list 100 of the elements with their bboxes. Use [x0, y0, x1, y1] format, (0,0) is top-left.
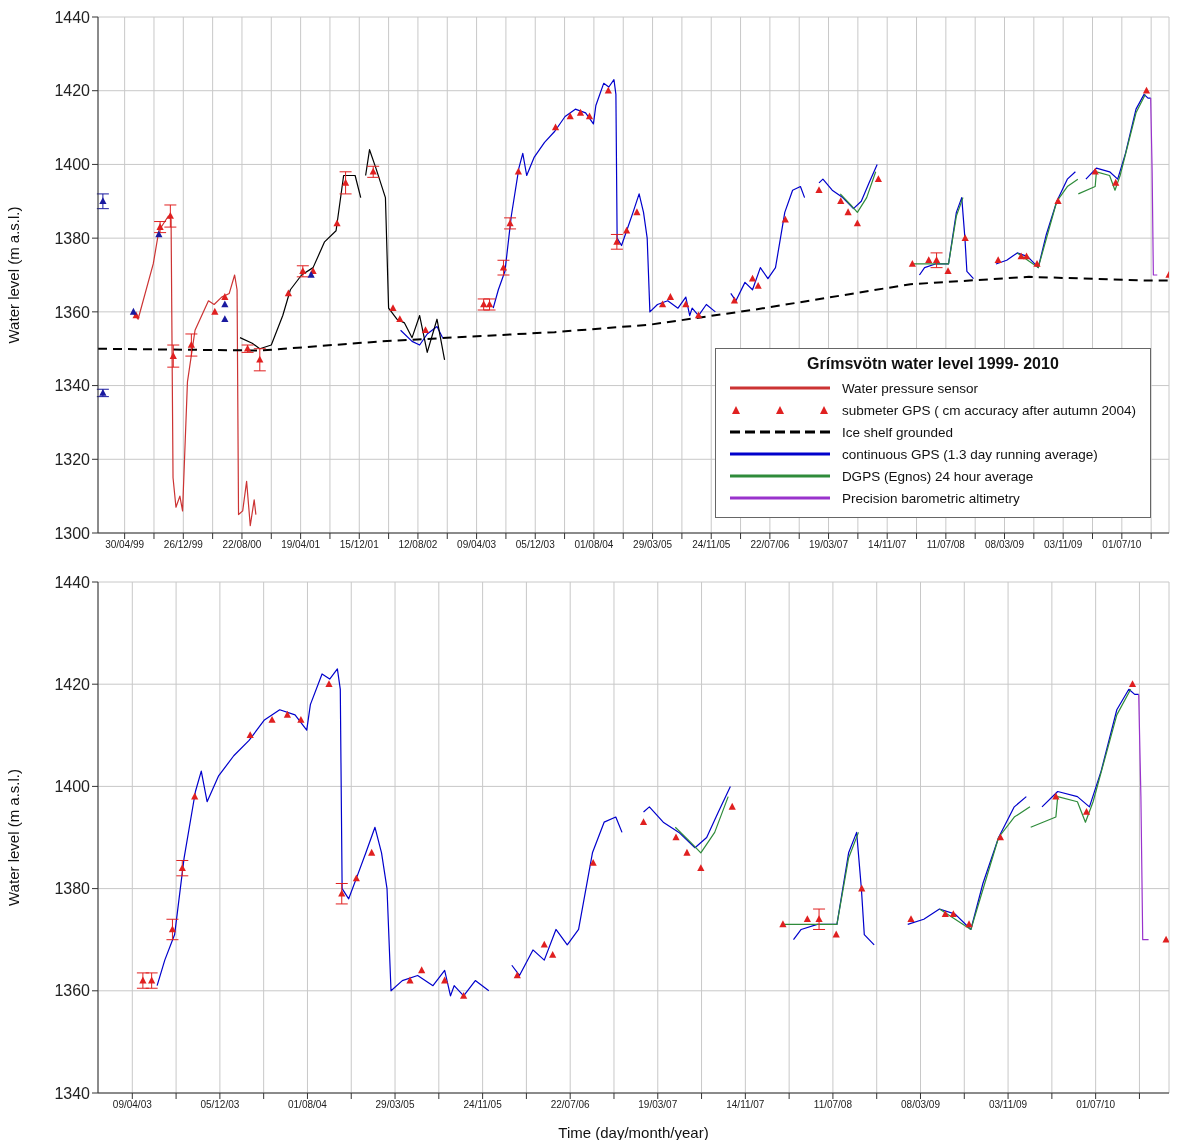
point — [965, 920, 973, 928]
point — [418, 966, 426, 974]
point — [874, 175, 882, 182]
point — [932, 256, 941, 264]
x-tick-label: 08/03/09 — [901, 1099, 941, 1111]
point — [243, 344, 252, 352]
point — [853, 219, 861, 227]
x-tick-label: 03/11/09 — [1044, 539, 1083, 551]
point — [925, 256, 933, 264]
legend-label: Precision barometric altimetry — [841, 490, 1020, 506]
x-tick-label: 19/04/01 — [281, 539, 321, 551]
y-tick-label: 1300 — [54, 524, 91, 542]
x-tick-label: 22/08/00 — [222, 539, 262, 551]
point — [283, 710, 291, 718]
legend-label: Ice shelf grounded — [841, 424, 953, 440]
point — [815, 915, 823, 923]
point — [754, 282, 762, 289]
point — [156, 223, 164, 230]
y-tick-label: 1380 — [54, 229, 91, 247]
point — [352, 874, 360, 882]
point — [694, 311, 703, 319]
point — [1082, 807, 1091, 815]
point — [1022, 252, 1031, 260]
x-tick-label: 09/04/03 — [457, 539, 497, 551]
point — [221, 293, 229, 300]
point — [672, 833, 680, 841]
point — [211, 307, 219, 315]
point — [604, 86, 612, 94]
y-tick-label: 1340 — [54, 377, 91, 395]
point — [333, 219, 341, 227]
point — [221, 315, 229, 323]
point — [338, 889, 346, 897]
x-tick-label: 14/11/07 — [868, 539, 907, 551]
point — [613, 237, 621, 245]
point — [460, 991, 468, 999]
x-tick-label: 12/08/02 — [398, 539, 438, 551]
x-tick-label: 29/03/05 — [633, 539, 673, 551]
point — [99, 197, 107, 205]
point — [406, 976, 414, 984]
point — [1128, 680, 1137, 687]
point — [941, 910, 949, 917]
x-tick-label: 11/07/08 — [813, 1099, 853, 1111]
point — [297, 715, 305, 723]
legend-label: continuous GPS (1.3 day running average) — [841, 446, 1098, 462]
x-tick-label: 08/03/09 — [985, 539, 1025, 551]
x-tick-label: 26/12/99 — [163, 539, 204, 551]
x-tick-label: 15/12/01 — [339, 539, 380, 551]
x-tick-label: 03/11/09 — [988, 1099, 1028, 1111]
point — [781, 215, 789, 223]
point — [499, 263, 508, 271]
point — [697, 864, 705, 871]
y-tick-label: 1440 — [54, 573, 91, 591]
point — [1091, 167, 1099, 175]
x-tick-label: 01/08/04 — [287, 1099, 328, 1111]
point — [585, 112, 594, 120]
point — [748, 274, 757, 282]
x-tick-label: 24/11/05 — [463, 1099, 503, 1111]
legend-label: Water pressure sensor — [841, 380, 978, 396]
y-tick-label: 1400 — [54, 778, 91, 796]
legend-label: DGPS (Egnos) 24 hour average — [841, 468, 1034, 484]
x-tick-label: 19/03/07 — [638, 1099, 678, 1111]
point — [246, 731, 254, 739]
point — [178, 864, 186, 871]
point — [633, 208, 641, 216]
x-tick-label: 14/11/07 — [726, 1099, 765, 1111]
point — [576, 108, 585, 116]
point — [396, 315, 404, 323]
y-tick-label: 1400 — [54, 156, 91, 174]
x-tick-label: 11/07/08 — [926, 539, 966, 551]
x-tick-label: 05/12/03 — [515, 539, 556, 551]
x-tick-label: 22/07/06 — [750, 539, 790, 551]
point — [803, 915, 811, 923]
point — [907, 915, 915, 923]
legend-title: Grímsvötn water level 1999- 2010 — [806, 355, 1060, 373]
point — [307, 271, 315, 278]
point — [961, 234, 969, 241]
y-axis-title: Water level (m a.s.l.) — [5, 769, 23, 906]
point — [268, 715, 276, 723]
point — [1162, 935, 1169, 943]
x-tick-label: 29/03/05 — [375, 1099, 415, 1111]
point — [944, 267, 952, 275]
point — [844, 208, 852, 216]
point — [368, 848, 376, 856]
x-tick-label: 19/03/07 — [809, 539, 849, 551]
point — [994, 256, 1002, 264]
point — [549, 951, 557, 958]
legend-label: submeter GPS ( cm accuracy after autumn 2004) — [841, 402, 1136, 418]
point — [341, 178, 350, 186]
x-tick-label: 01/08/04 — [574, 539, 614, 551]
point — [666, 293, 675, 300]
point — [996, 833, 1005, 841]
point — [421, 326, 430, 334]
point — [1033, 259, 1041, 267]
point — [908, 259, 916, 267]
x-tick-label: 30/04/99 — [105, 539, 145, 551]
point — [815, 186, 823, 194]
point — [187, 341, 195, 348]
point — [589, 859, 597, 866]
x-tick-label: 24/11/05 — [692, 539, 731, 551]
y-tick-label: 1360 — [54, 982, 91, 1000]
